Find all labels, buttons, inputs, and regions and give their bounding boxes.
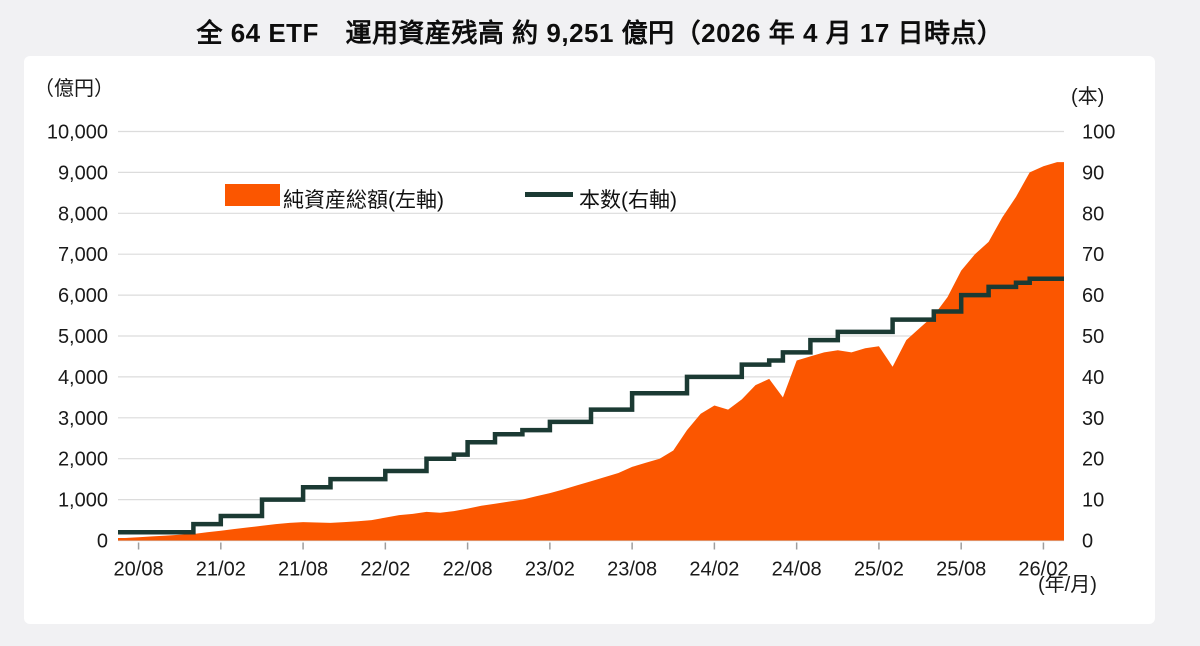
right-axis-tick-label: 20 xyxy=(1082,449,1104,471)
right-axis-unit-label: (本) xyxy=(1071,86,1105,108)
chart-card: 0 1,000 2,000 3,000 4,000 5,000 6,000 7,000 8,00… xyxy=(24,56,1155,624)
chart-title: 全 64 ETF 運用資産残高 約 9,251 億円（2026 年 4 月 17… xyxy=(196,18,1004,48)
x-axis-tick-label: 20/08 xyxy=(114,559,164,581)
combo-chart-canvas: 0 1,000 2,000 3,000 4,000 5,000 6,000 7,000 8,00… xyxy=(47,122,1116,581)
x-axis-tick-label: 22/02 xyxy=(360,559,410,581)
x-axis-tick-label: 23/02 xyxy=(525,559,575,581)
right-axis-tick-label: 0 xyxy=(1082,531,1093,553)
aum-legend-label: 純資産総額(左軸) xyxy=(283,189,444,212)
etf-count-line-series xyxy=(118,276,1064,535)
left-axis-tick-label: 9,000 xyxy=(58,162,108,184)
right-axis-tick-label: 100 xyxy=(1082,122,1115,144)
x-axis-tick-label: 21/08 xyxy=(278,559,328,581)
aum-area-series xyxy=(118,162,1064,541)
right-axis-tick-label: 30 xyxy=(1082,408,1104,430)
left-axis-tick-label: 8,000 xyxy=(58,203,108,225)
left-axis-tick-label: 10,000 xyxy=(47,122,108,144)
left-axis-tick-label: 0 xyxy=(97,531,108,553)
right-axis-tick-label: 80 xyxy=(1082,203,1104,225)
left-axis-tick-label: 2,000 xyxy=(58,449,108,471)
x-axis-tick-label: 23/08 xyxy=(607,559,657,581)
count-legend-swatch xyxy=(525,192,573,197)
count-legend-label: 本数(右軸) xyxy=(579,189,677,212)
left-axis-unit-label: （億円） xyxy=(34,78,114,100)
x-axis-tick-label: 22/08 xyxy=(443,559,493,581)
right-axis-tick-label: 40 xyxy=(1082,367,1104,389)
right-axis-tick-label: 90 xyxy=(1082,162,1104,184)
left-axis-tick-label: 4,000 xyxy=(58,367,108,389)
x-axis-unit-label: (年/月) xyxy=(1038,574,1097,596)
right-axis-tick-label: 60 xyxy=(1082,285,1104,307)
x-axis-tick-label: 21/02 xyxy=(196,559,246,581)
left-axis-tick-label: 5,000 xyxy=(58,326,108,348)
right-axis-tick-label: 70 xyxy=(1082,244,1104,266)
left-axis-tick-label: 1,000 xyxy=(58,490,108,512)
x-axis-tick-label: 25/08 xyxy=(936,559,986,581)
x-axis-tick-label: 26/02 xyxy=(1018,559,1068,581)
right-axis-tick-label: 10 xyxy=(1082,490,1104,512)
left-axis-tick-label: 6,000 xyxy=(58,285,108,307)
left-axis-tick-label: 7,000 xyxy=(58,244,108,266)
x-axis-tick-label: 24/02 xyxy=(689,559,739,581)
right-axis-tick-label: 50 xyxy=(1082,326,1104,348)
x-axis-tick-label: 25/02 xyxy=(854,559,904,581)
aum-legend-swatch xyxy=(225,184,280,206)
x-axis-tick-label: 24/08 xyxy=(772,559,822,581)
left-axis-tick-label: 3,000 xyxy=(58,408,108,430)
